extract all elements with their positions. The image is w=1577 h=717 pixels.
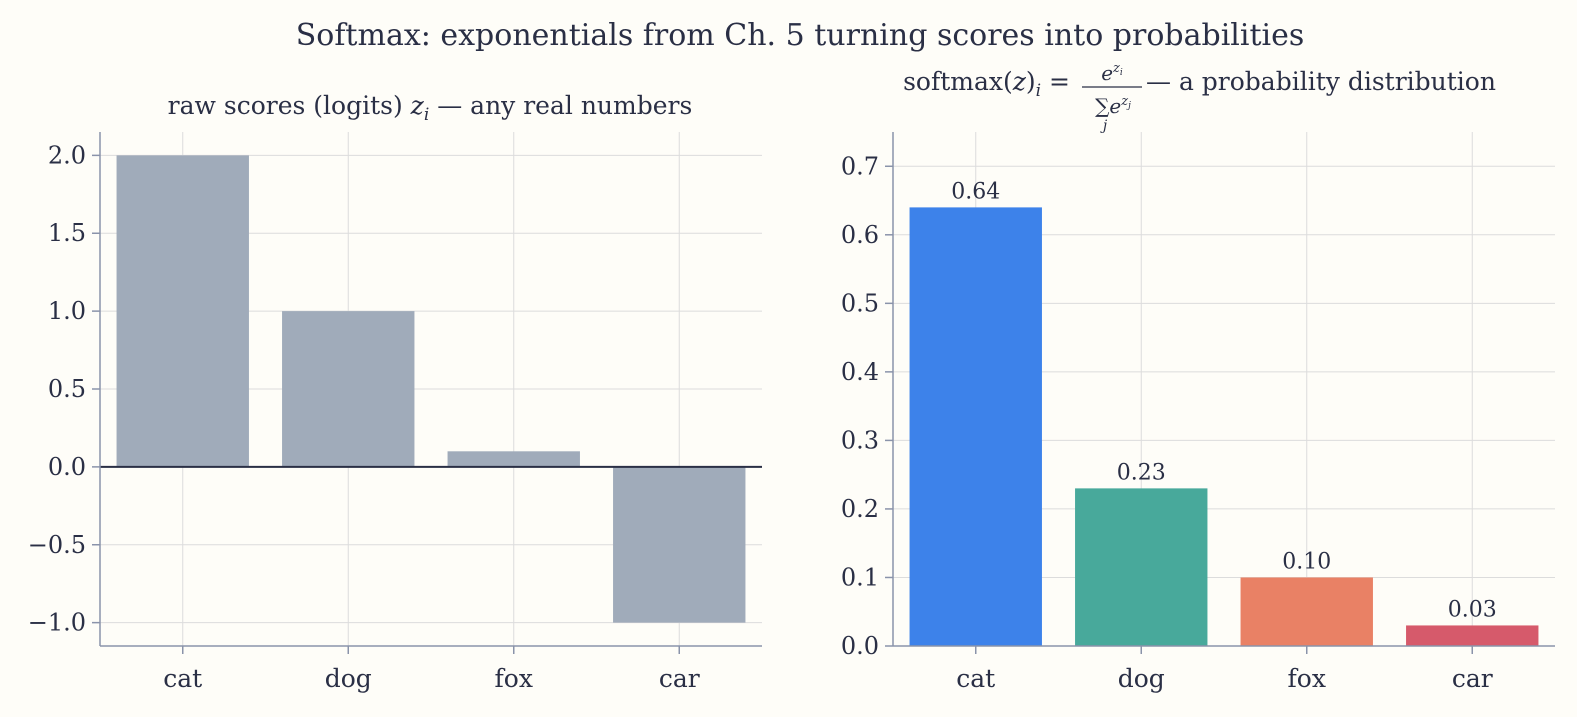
logits-ytick-label-5: 1.5: [48, 219, 86, 247]
softmax-ytick-label-1: 0.1: [841, 563, 879, 591]
softmax-title-eq: =: [1041, 67, 1070, 96]
logits-bar-car: [613, 466, 746, 623]
softmax-title-after-math: ): [1026, 67, 1036, 96]
softmax-denominator-index: j: [1100, 118, 1108, 134]
softmax-title-math: z: [1012, 67, 1027, 96]
softmax-title-denominator: ∑ezj: [1095, 94, 1131, 118]
softmax-xtick-label-fox: fox: [1288, 664, 1326, 693]
softmax-title-fraction: ezi ∑ezj j: [1082, 61, 1142, 134]
logits-axes: −1.0 −0.5 0.0 0.5 1.0 1.5 2.0 cat dog fox car: [28, 132, 762, 693]
softmax-numerator-e: e: [1101, 61, 1113, 85]
softmax-title-math-sub: i: [1036, 81, 1041, 101]
softmax-title-text: softmax(: [903, 67, 1013, 96]
softmax-ytick-label-4: 0.4: [841, 358, 879, 386]
logits-title-rest: — any real numbers: [429, 91, 692, 120]
logits-bar-cat: [116, 155, 249, 467]
logits-ytick-label-6: 2.0: [48, 141, 86, 169]
softmax-axes: 0.0 0.1 0.2 0.3 0.4 0.5 0.6 0.7 cat dog fox car: [841, 132, 1555, 693]
softmax-denominator-sum: ∑: [1095, 94, 1110, 118]
logits-chart-title: raw scores (logits) zi — any real number…: [168, 91, 693, 125]
figure-title: Softmax: exponentials from Ch. 5 turning…: [296, 18, 1305, 53]
logits-ytick-label-2: 0.0: [48, 453, 86, 481]
logits-bar-dog: [282, 311, 415, 467]
softmax-chart-title-left: softmax(z)i =: [903, 67, 1070, 101]
logits-title-text: raw scores (logits): [168, 91, 411, 120]
logits-title-math: z: [410, 91, 425, 120]
logits-ytick-label-0: −1.0: [28, 609, 86, 637]
softmax-denominator-sup: z: [1120, 94, 1128, 109]
softmax-title-numerator: ezi: [1101, 61, 1123, 85]
softmax-data-label-fox: 0.10: [1282, 549, 1331, 574]
softmax-data-labels: 0.64 0.23 0.10 0.03: [951, 179, 1496, 622]
logits-bars: [116, 155, 746, 623]
softmax-numerator-sup-sub: i: [1120, 68, 1123, 78]
softmax-data-label-cat: 0.64: [951, 179, 1000, 204]
softmax-chart: softmax(z)i = ezi ∑ezj j — a probability…: [841, 61, 1555, 693]
softmax-chart-title-right: — a probability distribution: [1146, 67, 1496, 96]
logits-chart: raw scores (logits) zi — any real number…: [28, 91, 762, 693]
logits-xtick-label-cat: cat: [163, 664, 202, 693]
softmax-data-label-dog: 0.23: [1117, 460, 1166, 485]
softmax-ytick-label-3: 0.3: [841, 426, 879, 454]
logits-bar-fox: [447, 451, 580, 467]
softmax-denominator-e: e: [1109, 94, 1121, 118]
softmax-xtick-label-cat: cat: [956, 664, 995, 693]
softmax-bars: [909, 207, 1539, 647]
softmax-ytick-label-5: 0.5: [841, 289, 879, 317]
softmax-data-label-car: 0.03: [1448, 597, 1497, 622]
softmax-denominator-sup-sub: j: [1126, 101, 1131, 111]
softmax-ytick-label-6: 0.6: [841, 221, 879, 249]
logits-ytick-label-3: 0.5: [48, 375, 86, 403]
softmax-numerator-sup: z: [1112, 61, 1120, 76]
softmax-xtick-label-dog: dog: [1118, 664, 1165, 693]
logits-xtick-label-car: car: [659, 664, 700, 693]
softmax-ytick-label-7: 0.7: [841, 152, 879, 180]
softmax-ytick-label-0: 0.0: [841, 632, 879, 660]
softmax-bar-car: [1406, 625, 1539, 646]
softmax-xtick-label-car: car: [1452, 664, 1493, 693]
logits-title-math-sub: i: [424, 105, 429, 125]
logits-xtick-label-dog: dog: [325, 664, 372, 693]
softmax-bar-cat: [909, 207, 1042, 647]
logits-ytick-label-1: −0.5: [28, 531, 86, 559]
logits-xtick-label-fox: fox: [495, 664, 533, 693]
logits-ytick-label-4: 1.0: [48, 297, 86, 325]
softmax-ytick-label-2: 0.2: [841, 495, 879, 523]
softmax-bar-dog: [1075, 488, 1208, 646]
softmax-bar-fox: [1240, 577, 1373, 646]
